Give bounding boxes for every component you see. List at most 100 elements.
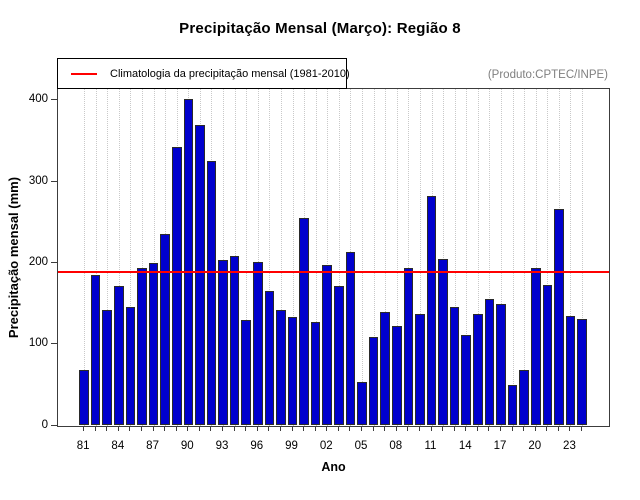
year-gridline: [396, 89, 398, 426]
bar-19: [519, 370, 529, 425]
x-tick: [245, 427, 247, 431]
bar-87: [148, 262, 159, 425]
year-gridline: [547, 89, 549, 426]
x-tick: [210, 427, 212, 431]
y-tick-label: 0: [41, 418, 48, 431]
year-gridline: [477, 89, 479, 426]
year-gridline: [512, 89, 514, 426]
x-tick: [499, 427, 501, 431]
x-tick: [557, 427, 559, 431]
bar-02: [322, 264, 333, 425]
bar-84: [114, 285, 124, 425]
x-tick: [256, 427, 258, 431]
x-tick: [314, 427, 316, 431]
legend: Climatologia da precipitação mensal (198…: [57, 58, 350, 89]
bar-81: [79, 370, 89, 425]
bar-92: [206, 161, 217, 425]
x-tick: [198, 427, 200, 431]
year-gridline: [84, 89, 86, 426]
bar-83: [102, 310, 113, 425]
bar-98: [276, 310, 286, 425]
year-gridline: [223, 89, 225, 426]
bar-91: [195, 125, 205, 425]
legend-climatology-line-icon: [71, 72, 97, 75]
x-tick: [430, 427, 432, 431]
x-tick: [94, 427, 96, 431]
bar-03: [334, 285, 344, 425]
year-gridline: [246, 89, 248, 426]
bar-08: [391, 326, 402, 425]
x-tick-label: 02: [319, 440, 333, 452]
year-gridline: [362, 89, 364, 426]
y-tick: [51, 424, 57, 426]
year-gridline: [500, 89, 502, 426]
chart-title: Precipitação Mensal (Março): Região 8: [179, 20, 461, 37]
producer-annotation: (Produto:CPTEC/INPE): [487, 69, 608, 81]
year-gridline: [153, 89, 155, 426]
bar-14: [461, 335, 472, 425]
x-tick: [534, 427, 536, 431]
bar-00: [299, 218, 309, 425]
x-tick: [326, 427, 328, 431]
year-gridline: [443, 89, 445, 426]
x-tick: [291, 427, 293, 431]
year-gridline: [408, 89, 410, 426]
bar-12: [438, 258, 448, 425]
year-gridline: [280, 89, 282, 426]
x-tick: [152, 427, 154, 431]
year-gridline: [142, 89, 143, 426]
year-gridline: [130, 89, 132, 426]
year-gridline: [327, 89, 329, 426]
y-tick: [51, 180, 57, 182]
bar-13: [449, 306, 460, 425]
bar-15: [473, 314, 483, 425]
year-gridline: [385, 89, 387, 426]
y-tick-label: 300: [28, 174, 48, 187]
year-gridline: [257, 89, 259, 426]
year-gridline: [118, 89, 120, 426]
year-gridline: [570, 89, 572, 426]
bar-09: [403, 267, 414, 425]
x-tick: [569, 427, 571, 431]
x-tick: [268, 427, 270, 431]
x-tick: [465, 427, 467, 431]
x-tick: [407, 427, 409, 431]
year-gridline: [535, 89, 537, 426]
year-gridline: [269, 89, 271, 426]
bar-21: [542, 284, 553, 425]
x-tick-label: 96: [250, 440, 264, 452]
x-tick-label: 81: [76, 440, 90, 452]
x-tick: [187, 427, 189, 431]
x-tick-label: 17: [493, 440, 507, 452]
year-gridline: [419, 89, 421, 426]
x-tick: [303, 427, 305, 431]
x-tick: [233, 427, 235, 431]
bar-96: [253, 262, 263, 425]
bar-04: [345, 251, 356, 425]
bar-23: [565, 315, 576, 425]
x-tick-label: 08: [389, 440, 403, 452]
x-tick: [361, 427, 363, 431]
year-gridline: [466, 89, 468, 426]
x-tick: [164, 427, 166, 431]
x-tick: [476, 427, 478, 431]
x-tick: [488, 427, 490, 431]
bar-24: [577, 319, 587, 425]
x-tick: [523, 427, 525, 431]
x-tick-label: 87: [146, 440, 159, 452]
bar-99: [287, 316, 298, 425]
x-tick-label: 99: [285, 440, 298, 452]
x-tick: [349, 427, 351, 431]
x-tick: [384, 427, 386, 431]
y-tick: [51, 262, 57, 264]
x-tick-label: 20: [528, 440, 542, 452]
bar-16: [484, 298, 495, 425]
bar-07: [380, 311, 390, 425]
bar-22: [554, 209, 564, 425]
bar-90: [183, 99, 194, 425]
plot-inner: [58, 89, 609, 426]
x-tick: [106, 427, 108, 431]
x-tick-label: 84: [111, 440, 125, 452]
bar-17: [496, 303, 506, 425]
